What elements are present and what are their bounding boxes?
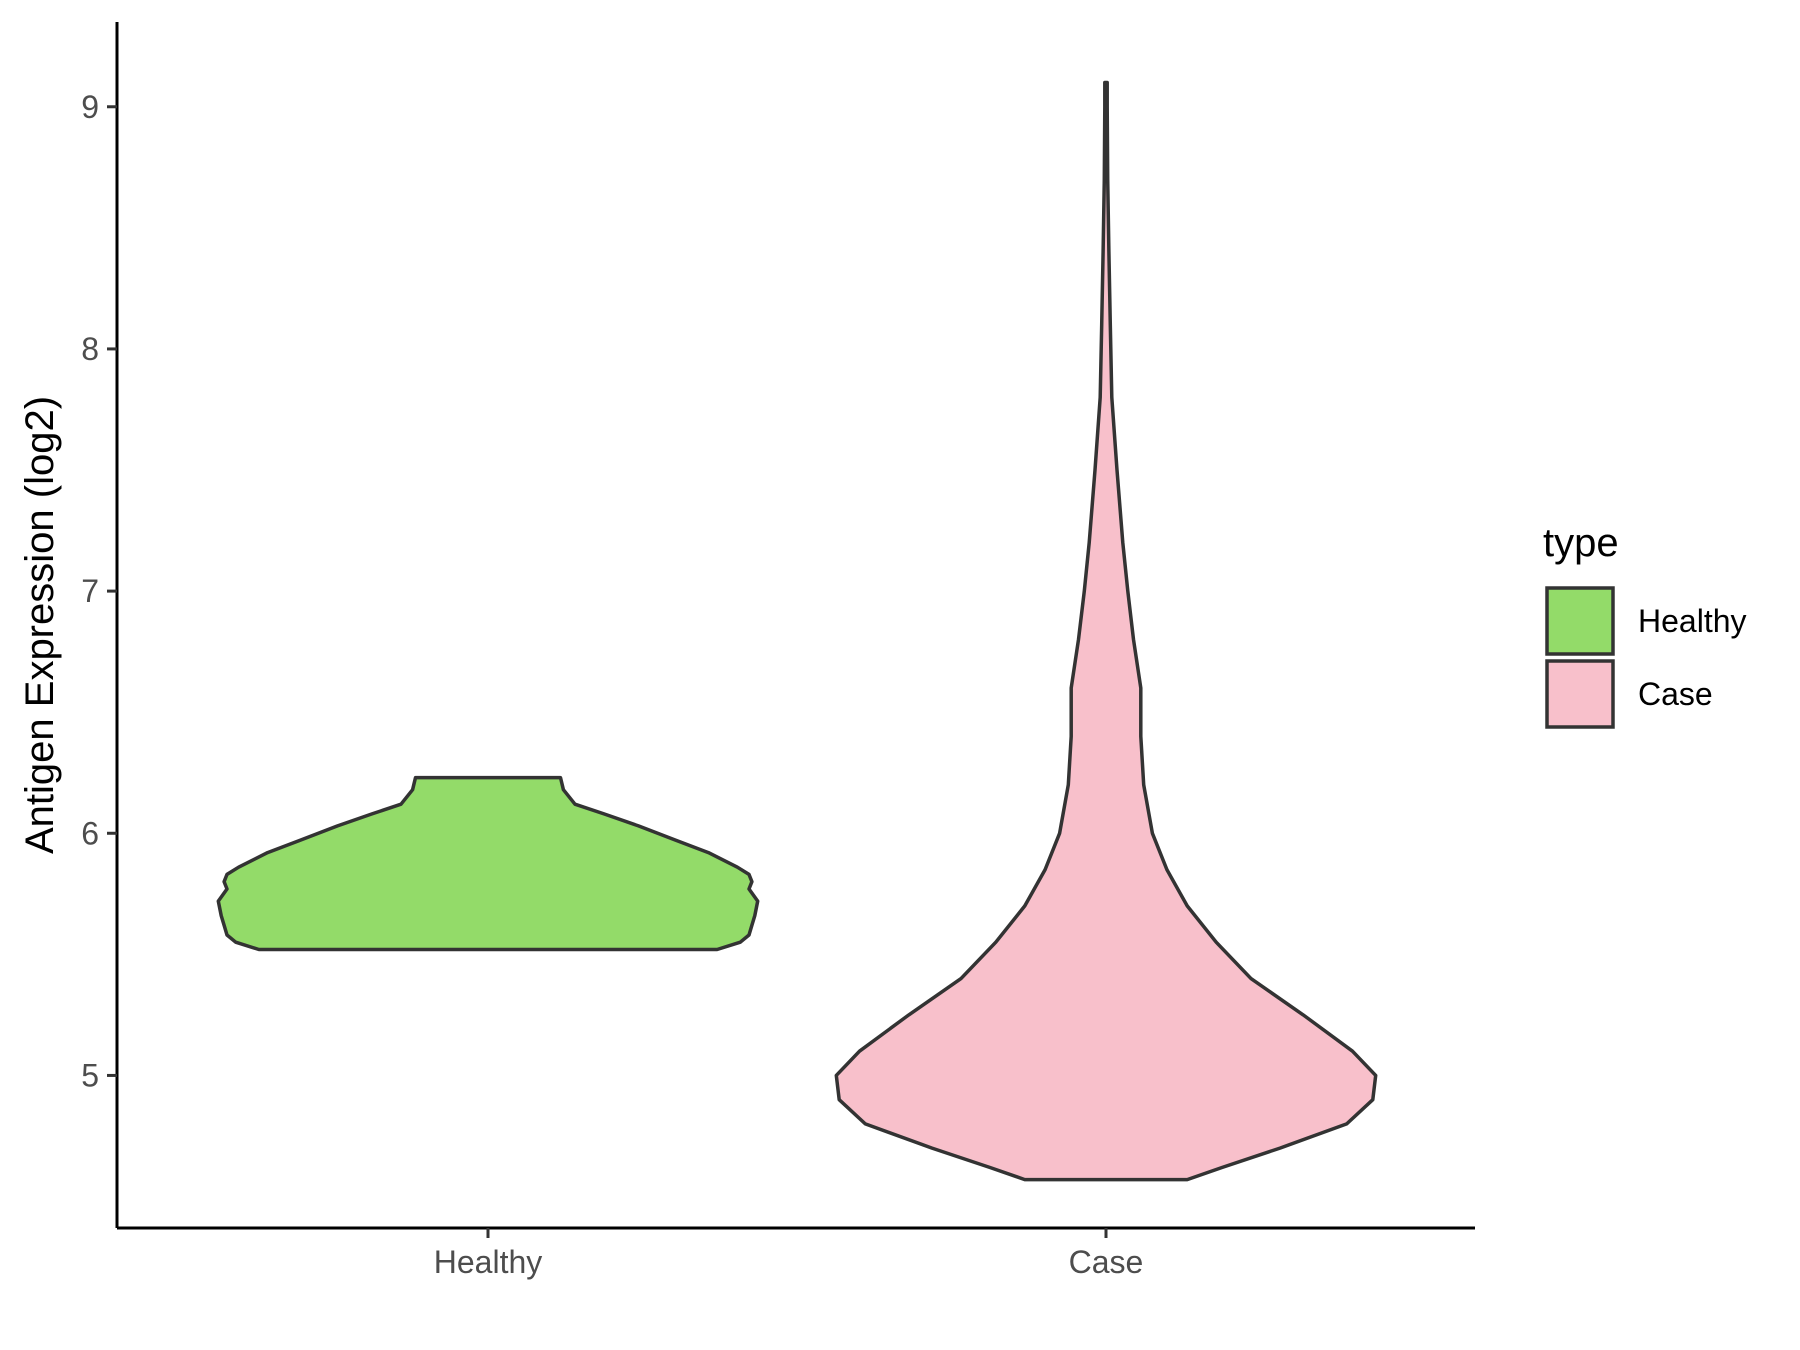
y-tick-label-6: 6 <box>81 815 99 851</box>
x-tick-label-healthy: Healthy <box>434 1244 543 1280</box>
violin-healthy <box>216 775 760 952</box>
legend-key-case <box>1545 659 1615 729</box>
x-tick-label-case: Case <box>1069 1244 1144 1280</box>
legend: type Healthy Case <box>1543 521 1747 729</box>
y-tick-label-8: 8 <box>81 331 99 367</box>
axes: 5 6 7 8 9 Healthy Case Antigen Expression (log2… <box>18 22 1475 1280</box>
legend-title: type <box>1543 521 1619 565</box>
y-axis-title: Antigen Expression (log2) <box>18 396 62 854</box>
y-tick-label-7: 7 <box>81 573 99 609</box>
y-tick-label-5: 5 <box>81 1057 99 1093</box>
y-tick-label-9: 9 <box>81 89 99 125</box>
violins <box>216 80 1378 1182</box>
legend-key-healthy <box>1545 586 1615 656</box>
legend-label-healthy: Healthy <box>1638 603 1747 639</box>
violin-case <box>834 80 1378 1182</box>
legend-label-case: Case <box>1638 676 1713 712</box>
